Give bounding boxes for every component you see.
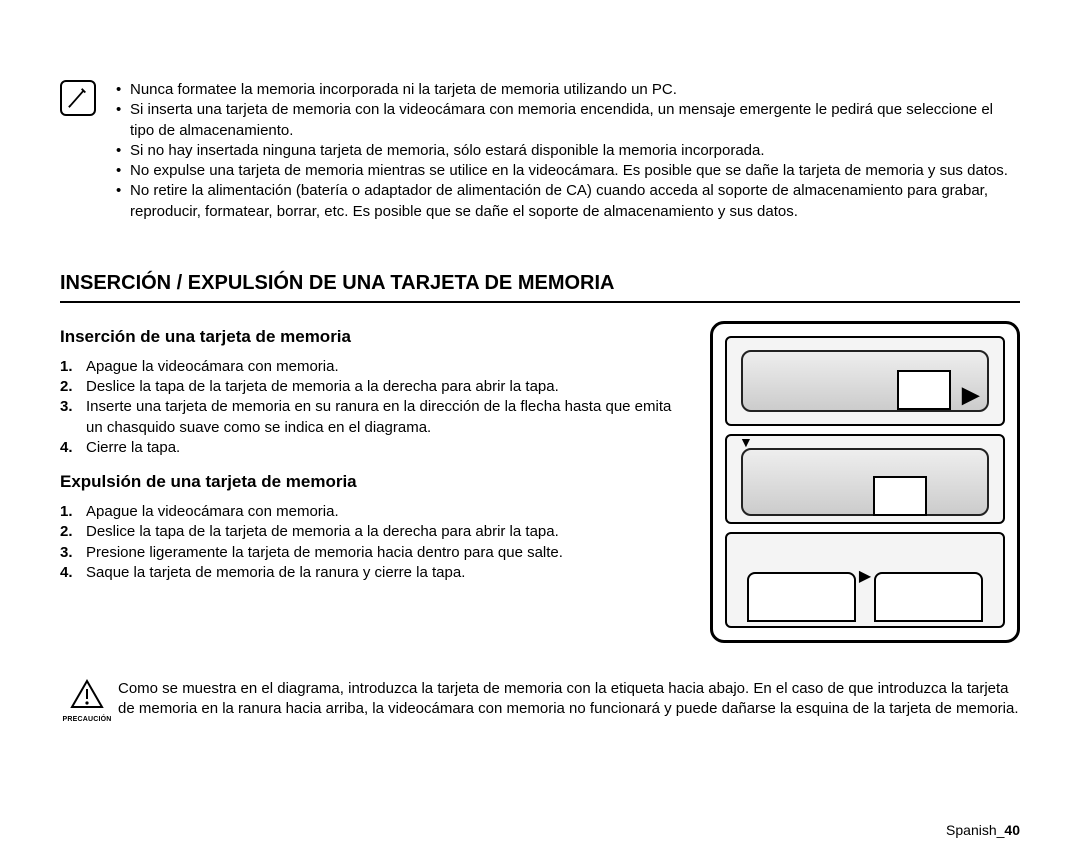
text-column: Inserción de una tarjeta de memoria Apag… <box>60 321 690 643</box>
step-item: Deslice la tapa de la tarjeta de memoria… <box>60 522 690 542</box>
note-icon <box>60 80 96 116</box>
footer-page: 40 <box>1004 822 1020 838</box>
caution-icon: PRECAUCIÓN <box>60 679 114 723</box>
step-item: Apague la videocámara con memoria. <box>60 357 690 377</box>
step-item: Saque la tarjeta de memoria de la ranura… <box>60 563 690 583</box>
hand-eject-icon <box>874 572 983 622</box>
step-item: Presione ligeramente la tarjeta de memor… <box>60 543 690 563</box>
slide-arrow-icon: ▶ <box>962 382 979 408</box>
eject-title: Expulsión de una tarjeta de memoria <box>60 472 690 492</box>
diagram-column: ▶ ▶ <box>710 321 1020 643</box>
diagram-panel-closed: ▶ <box>725 336 1005 426</box>
insert-title: Inserción de una tarjeta de memoria <box>60 327 690 347</box>
note-item: Si no hay insertada ninguna tarjeta de m… <box>116 141 1020 161</box>
camera-illustration <box>741 448 989 516</box>
note-item: Nunca formatee la memoria incorporada ni… <box>116 80 1020 100</box>
arrow-right-icon: ▶ <box>859 566 871 586</box>
note-item: Si inserta una tarjeta de memoria con la… <box>116 100 1020 141</box>
diagram-panel-hands: ▶ <box>725 532 1005 628</box>
caution-block: PRECAUCIÓN Como se muestra en el diagram… <box>60 679 1020 723</box>
note-item: No retire la alimentación (batería o ada… <box>116 181 1020 222</box>
note-block: Nunca formatee la memoria incorporada ni… <box>60 80 1020 222</box>
note-item: No expulse una tarjeta de memoria mientr… <box>116 161 1020 181</box>
diagram-panel-open <box>725 434 1005 524</box>
step-item: Cierre la tapa. <box>60 438 690 458</box>
hand-insert-icon <box>747 572 856 622</box>
card-slot-icon <box>897 370 951 410</box>
card-slot-icon <box>873 476 927 516</box>
camera-illustration: ▶ <box>741 350 989 412</box>
step-item: Apague la videocámara con memoria. <box>60 502 690 522</box>
caution-text: Como se muestra en el diagrama, introduz… <box>118 679 1020 720</box>
note-list: Nunca formatee la memoria incorporada ni… <box>116 80 1020 222</box>
caution-label: PRECAUCIÓN <box>60 716 114 723</box>
eject-steps: Apague la videocámara con memoria. Desli… <box>60 502 690 583</box>
diagram-frame: ▶ ▶ <box>710 321 1020 643</box>
content-row: Inserción de una tarjeta de memoria Apag… <box>60 321 1020 643</box>
page-footer: Spanish_40 <box>946 822 1020 838</box>
step-item: Inserte una tarjeta de memoria en su ran… <box>60 397 690 438</box>
footer-lang: Spanish <box>946 822 997 838</box>
section-title: INSERCIÓN / EXPULSIÓN DE UNA TARJETA DE … <box>60 272 1020 303</box>
step-item: Deslice la tapa de la tarjeta de memoria… <box>60 377 690 397</box>
insert-steps: Apague la videocámara con memoria. Desli… <box>60 357 690 458</box>
